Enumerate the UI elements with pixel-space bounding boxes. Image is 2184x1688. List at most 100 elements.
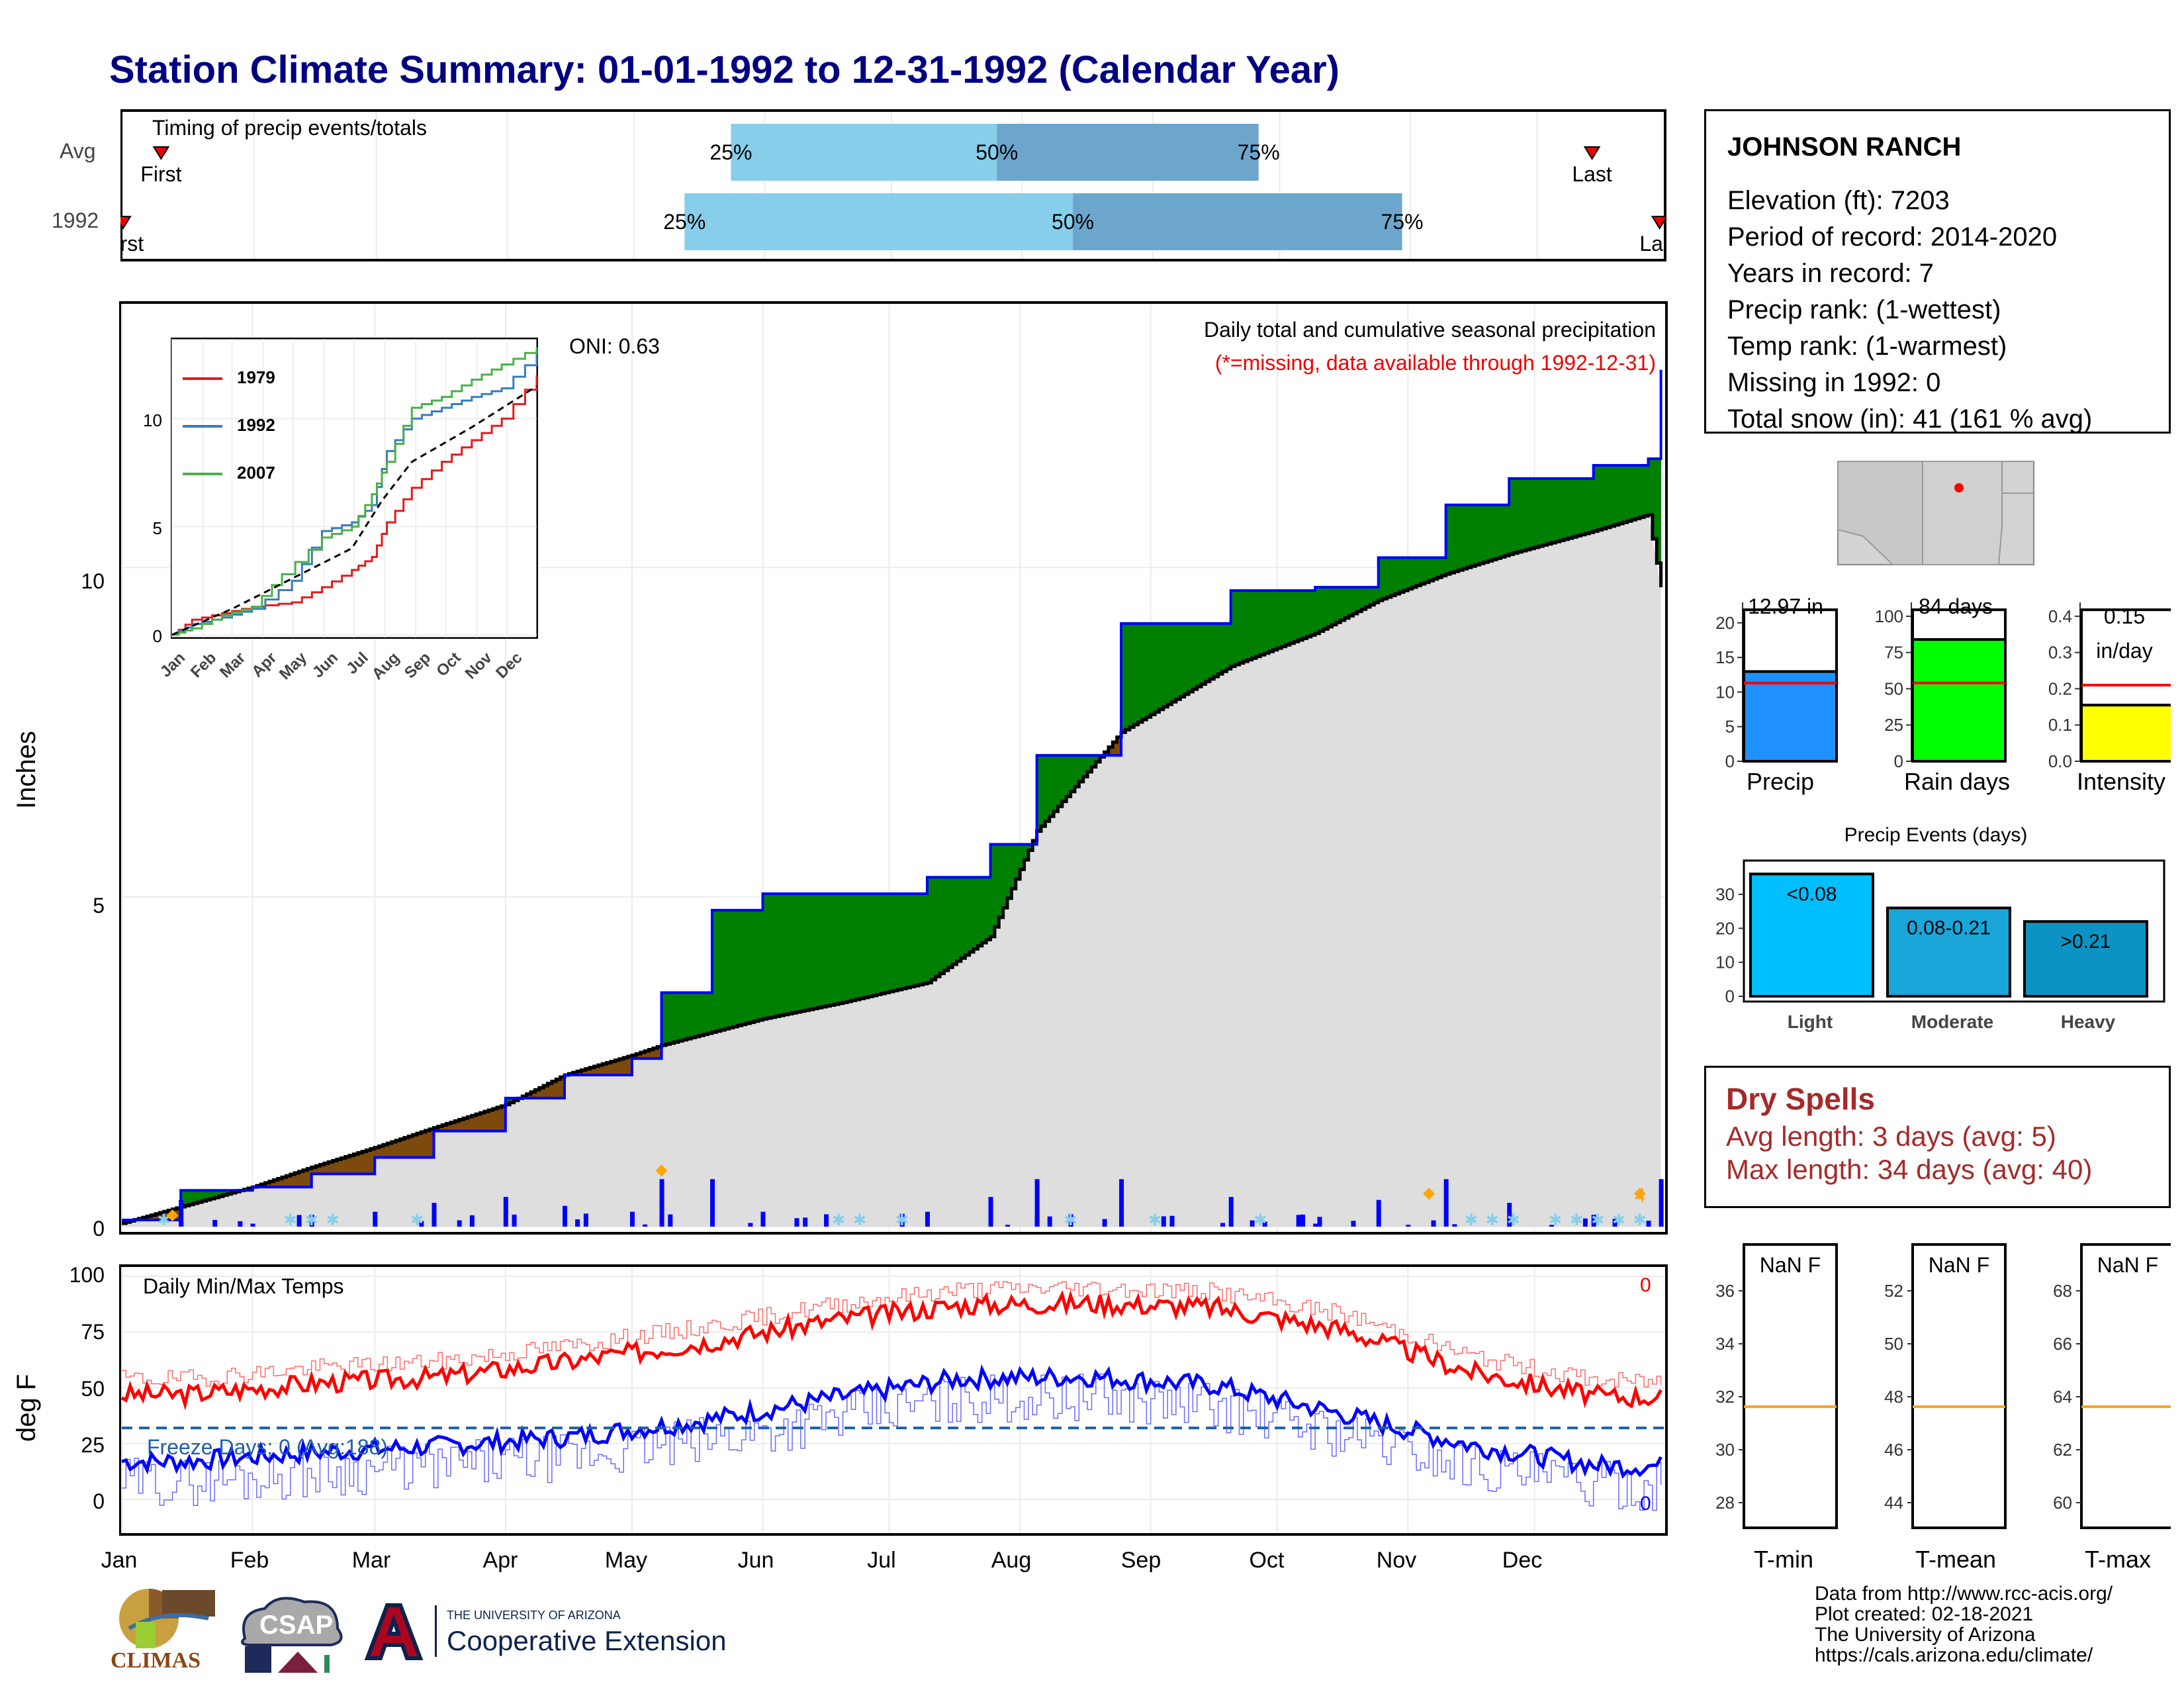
precip-anomaly-bar xyxy=(1492,504,1497,560)
temp-ytick-50: 50 xyxy=(81,1377,105,1401)
daily-precip-bar xyxy=(1591,1215,1596,1227)
precip-anomaly-bar xyxy=(1450,504,1455,573)
inset-month-label: Jul xyxy=(343,649,372,678)
daily-precip-bar xyxy=(419,1221,424,1227)
daily-precip-bar xyxy=(1119,1179,1124,1227)
precip-anomaly-bar xyxy=(691,992,696,1038)
precip-anomaly-bar xyxy=(1062,755,1067,802)
dry-max: Max length: 34 days (avg: 40) xyxy=(1726,1154,2093,1185)
precip-anomaly-bar xyxy=(1323,587,1328,630)
events-bar-label: >0.21 xyxy=(2061,931,2111,953)
daily-precip-bar xyxy=(1034,1179,1040,1227)
precip-anomaly-bar xyxy=(480,1113,485,1131)
precip-anomaly-bar xyxy=(1163,623,1168,707)
daily-precip-bar xyxy=(432,1219,437,1227)
inset-frame xyxy=(170,337,539,639)
tbox-tick-label: 52 xyxy=(1884,1281,1903,1301)
precip-anomaly-bar xyxy=(1180,623,1185,697)
daily-precip-bar xyxy=(1262,1221,1267,1227)
summary-tick-label: 0.2 xyxy=(2048,679,2072,698)
precip-anomaly-bar xyxy=(1134,623,1139,725)
temp-ytick-25: 25 xyxy=(81,1433,105,1457)
precip-anomaly-bar xyxy=(1332,587,1337,625)
precip-anomaly-bar xyxy=(1167,623,1173,705)
precip-anomaly-bar xyxy=(1113,742,1118,756)
temp-boxes: 28 30 32 34 36 NaN F 44 46 48 50 52 NaN F 60 62 64 66 68… xyxy=(1715,1243,2171,1529)
credit-line-1: Data from http://www.rcc-acis.org/ xyxy=(1815,1583,2113,1605)
end-count: 4 xyxy=(1635,1185,1646,1207)
temp-chart xyxy=(119,1264,1668,1536)
precip-anomaly-bar xyxy=(1209,623,1214,679)
precip-anomaly-bar xyxy=(720,910,725,1030)
timing-y-avg: Avg xyxy=(60,139,96,163)
precip-anomaly-bar xyxy=(1150,623,1156,715)
precip-anomaly-bar xyxy=(935,877,940,977)
precip-anomaly-bar xyxy=(872,894,878,996)
precip-anomaly-bar xyxy=(1445,504,1451,575)
precip-anomaly-bar xyxy=(535,1090,540,1098)
precip-anomaly-bar xyxy=(282,1177,287,1188)
precip-anomaly-bar xyxy=(699,992,704,1036)
summary-tick-label: 10 xyxy=(1715,682,1735,702)
precip-anomaly-bar xyxy=(370,1149,375,1174)
daily-precip-bar xyxy=(238,1221,243,1227)
month-may: May xyxy=(604,1548,648,1573)
daily-precip-bar xyxy=(250,1223,255,1227)
summary-bar xyxy=(1743,670,1838,763)
avg-area xyxy=(122,514,1661,1227)
month-sep: Sep xyxy=(1120,1548,1161,1573)
precip-anomaly-bar xyxy=(1344,587,1349,618)
precip-anomaly-bar xyxy=(151,1215,156,1221)
inset-month-label: Dec xyxy=(492,649,525,682)
precip-anomaly-bar xyxy=(1598,465,1602,530)
events-cat-moderate: Moderate xyxy=(1911,1011,1994,1032)
temp-ytick-100: 100 xyxy=(69,1263,105,1287)
precip-anomaly-bar xyxy=(1387,557,1392,598)
precip-anomaly-bar xyxy=(430,1129,434,1158)
precip-anomaly-bar xyxy=(1635,465,1641,519)
daily-precip-bar xyxy=(179,1221,184,1227)
precip-anomaly-bar xyxy=(619,1058,624,1075)
precip-anomaly-bar xyxy=(383,1145,388,1158)
precip-anomaly-bar xyxy=(1028,844,1033,851)
precip-anomaly-bar xyxy=(725,910,730,1029)
temp-ylabel: deg F xyxy=(12,1374,41,1442)
precip-anomaly-bar xyxy=(1218,623,1223,675)
tbox-tick-label: 64 xyxy=(2053,1387,2072,1407)
precip-anomaly-bar xyxy=(1310,590,1316,635)
precip-anomaly-bar xyxy=(320,1164,325,1174)
daily-precip-bar xyxy=(1582,1218,1588,1227)
first-marker-icon xyxy=(152,146,170,160)
precip-anomaly-bar xyxy=(1007,844,1012,898)
precip-anomaly-bar xyxy=(1142,623,1147,720)
daily-precip-bar xyxy=(629,1211,635,1227)
precip-anomaly-bar xyxy=(788,894,793,1014)
precip-anomaly-bar xyxy=(1500,504,1506,557)
precip-anomaly-bar xyxy=(1475,504,1480,565)
precip-anomaly-bar xyxy=(1365,587,1371,608)
snow-icon: ✱ xyxy=(1549,1211,1562,1229)
precip-anomaly-bar xyxy=(197,1190,203,1203)
precip-anomaly-bar xyxy=(341,1158,346,1174)
precip-anomaly-bar xyxy=(1589,478,1594,533)
precip-anomaly-bar xyxy=(324,1163,329,1174)
daily-precip-bar xyxy=(899,1213,905,1227)
snow-icon: ✱ xyxy=(1148,1211,1161,1229)
precip-anomaly-bar xyxy=(1534,478,1539,547)
station-line-period: Period of record: 2014-2020 xyxy=(1727,222,2058,252)
timing-box-low xyxy=(731,124,997,181)
precip-anomaly-bar xyxy=(1408,557,1413,589)
precip-anomaly-bar xyxy=(737,910,743,1026)
precip-anomaly-bar xyxy=(189,1190,194,1205)
tbox-tick-label: 50 xyxy=(1884,1334,1903,1354)
daily-precip-bar xyxy=(710,1179,715,1227)
precip-anomaly-bar xyxy=(286,1176,291,1188)
precip-anomaly-bar xyxy=(906,894,911,988)
precip-anomaly-bar xyxy=(476,1114,481,1131)
precip-anomaly-bar xyxy=(800,894,805,1011)
precip-anomaly-bar xyxy=(222,1190,228,1196)
events-bar-label: 0.08-0.21 xyxy=(1907,917,1991,939)
daily-precip-bar xyxy=(760,1211,766,1227)
precip-anomaly-bar xyxy=(707,992,713,1033)
